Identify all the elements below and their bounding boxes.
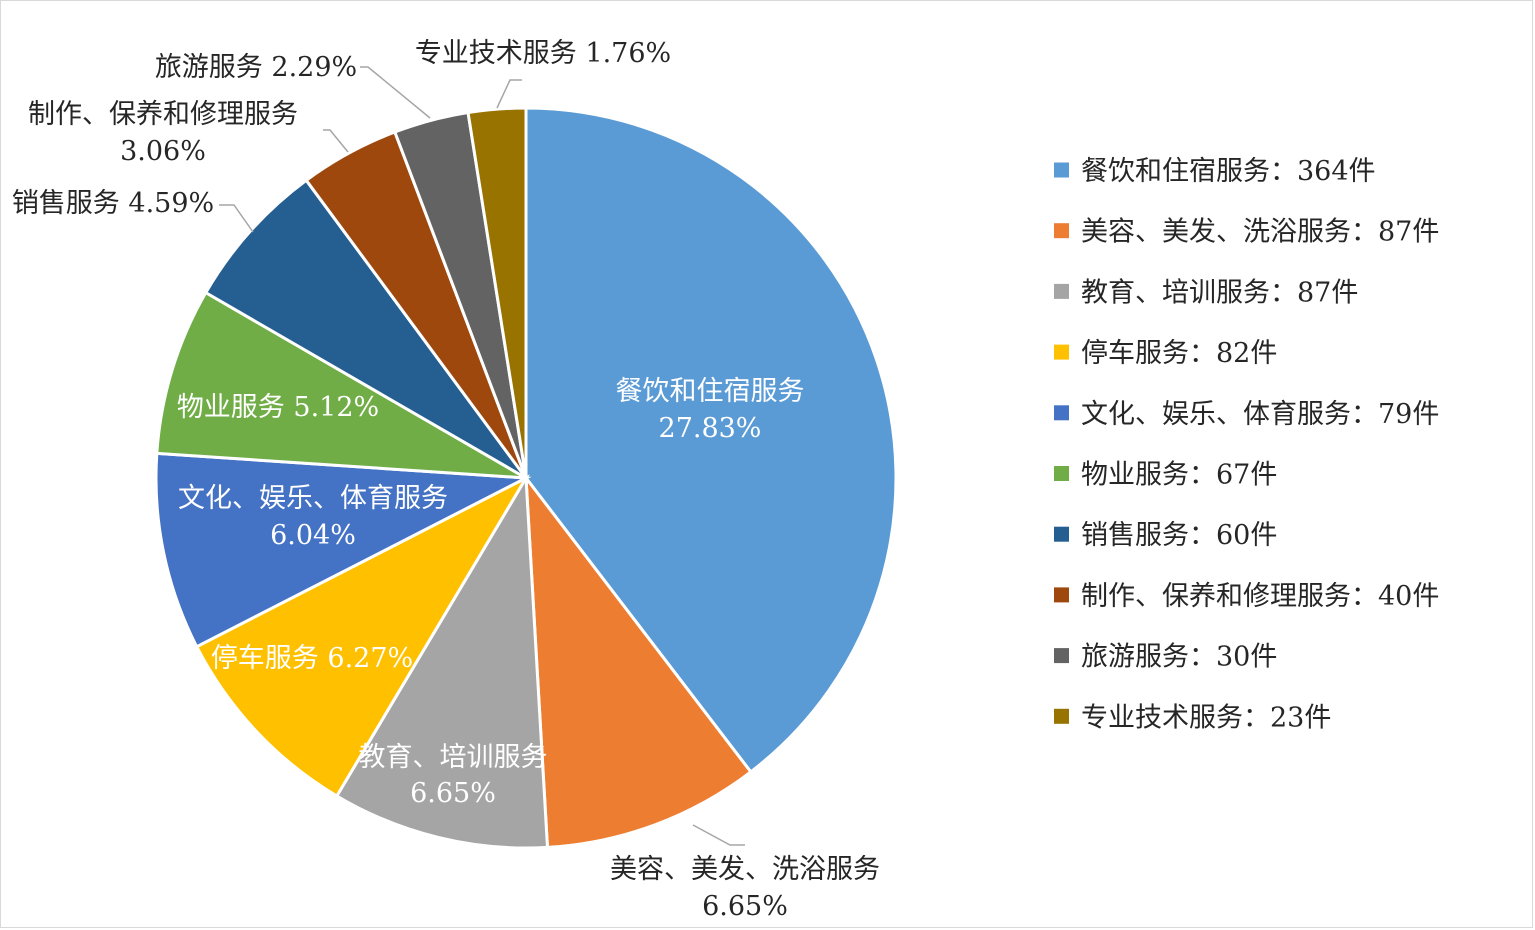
pie-slice [155,290,527,480]
data-label: 销售服务 4.59% [12,188,214,219]
data-label: 27.83% [659,413,762,444]
data-label: 文化、娱乐、体育服务 [178,483,448,514]
data-label: 物业服务 5.12% [177,392,379,423]
data-label: 停车服务 6.27% [211,643,413,674]
legend-swatch [1054,283,1069,299]
legend-label: 物业服务：67件 [1081,460,1277,491]
legend-swatch [1054,223,1069,239]
pie-slice [203,178,528,480]
legend-label: 旅游服务：30件 [1081,642,1277,673]
pie-slices [154,106,898,850]
legend-swatch [1054,587,1069,603]
legend-swatch [1054,162,1069,178]
legend-label: 教育、培训服务：87件 [1081,277,1358,308]
pie-slice [154,451,532,649]
legend-swatch [1054,526,1069,542]
data-label: 6.04% [270,520,356,551]
legend-swatch [1054,344,1069,360]
legend-label: 停车服务：82件 [1081,338,1277,369]
pie-slice [466,106,528,479]
legend-swatch [1054,405,1069,421]
data-labels: 餐饮和住宿服务 27.83% 美容、美发、洗浴服务 6.65% 教育、培训服务 6.65%… [12,38,880,922]
data-label: 专业技术服务 1.76% [415,38,671,69]
legend-label: 餐饮和住宿服务：364件 [1081,156,1376,187]
pie-slice [194,474,530,799]
leader-line [496,79,522,109]
legend-swatch [1054,708,1069,724]
legend-label: 销售服务：60件 [1081,520,1277,551]
pie-slice [334,473,550,850]
data-label: 教育、培训服务 [359,742,548,773]
leader-line [360,66,431,119]
pie-slice [524,106,898,774]
data-label: 3.06% [120,136,206,167]
legend-swatch [1054,466,1069,481]
data-label: 6.65% [410,778,496,809]
leader-line [692,824,745,846]
data-label: 餐饮和住宿服务 [616,376,805,407]
leader-line [219,204,254,233]
pie-slice [524,473,753,849]
legend: 餐饮和住宿服务：364件美容、美发、洗浴服务：87件教育、培训服务：87件停车服… [1054,156,1439,733]
legend-label: 制作、保养和修理服务：40件 [1081,581,1439,612]
data-label: 美容、美发、洗浴服务 [610,854,880,885]
legend-label: 美容、美发、洗浴服务：87件 [1081,217,1439,248]
data-label: 旅游服务 2.29% [155,52,357,83]
data-label: 制作、保养和修理服务 [28,99,298,130]
data-label: 6.65% [702,891,788,922]
legend-label: 专业技术服务：23件 [1081,702,1331,733]
leader-line [323,129,349,153]
legend-swatch [1054,648,1069,664]
legend-label: 文化、娱乐、体育服务：79件 [1081,399,1439,430]
